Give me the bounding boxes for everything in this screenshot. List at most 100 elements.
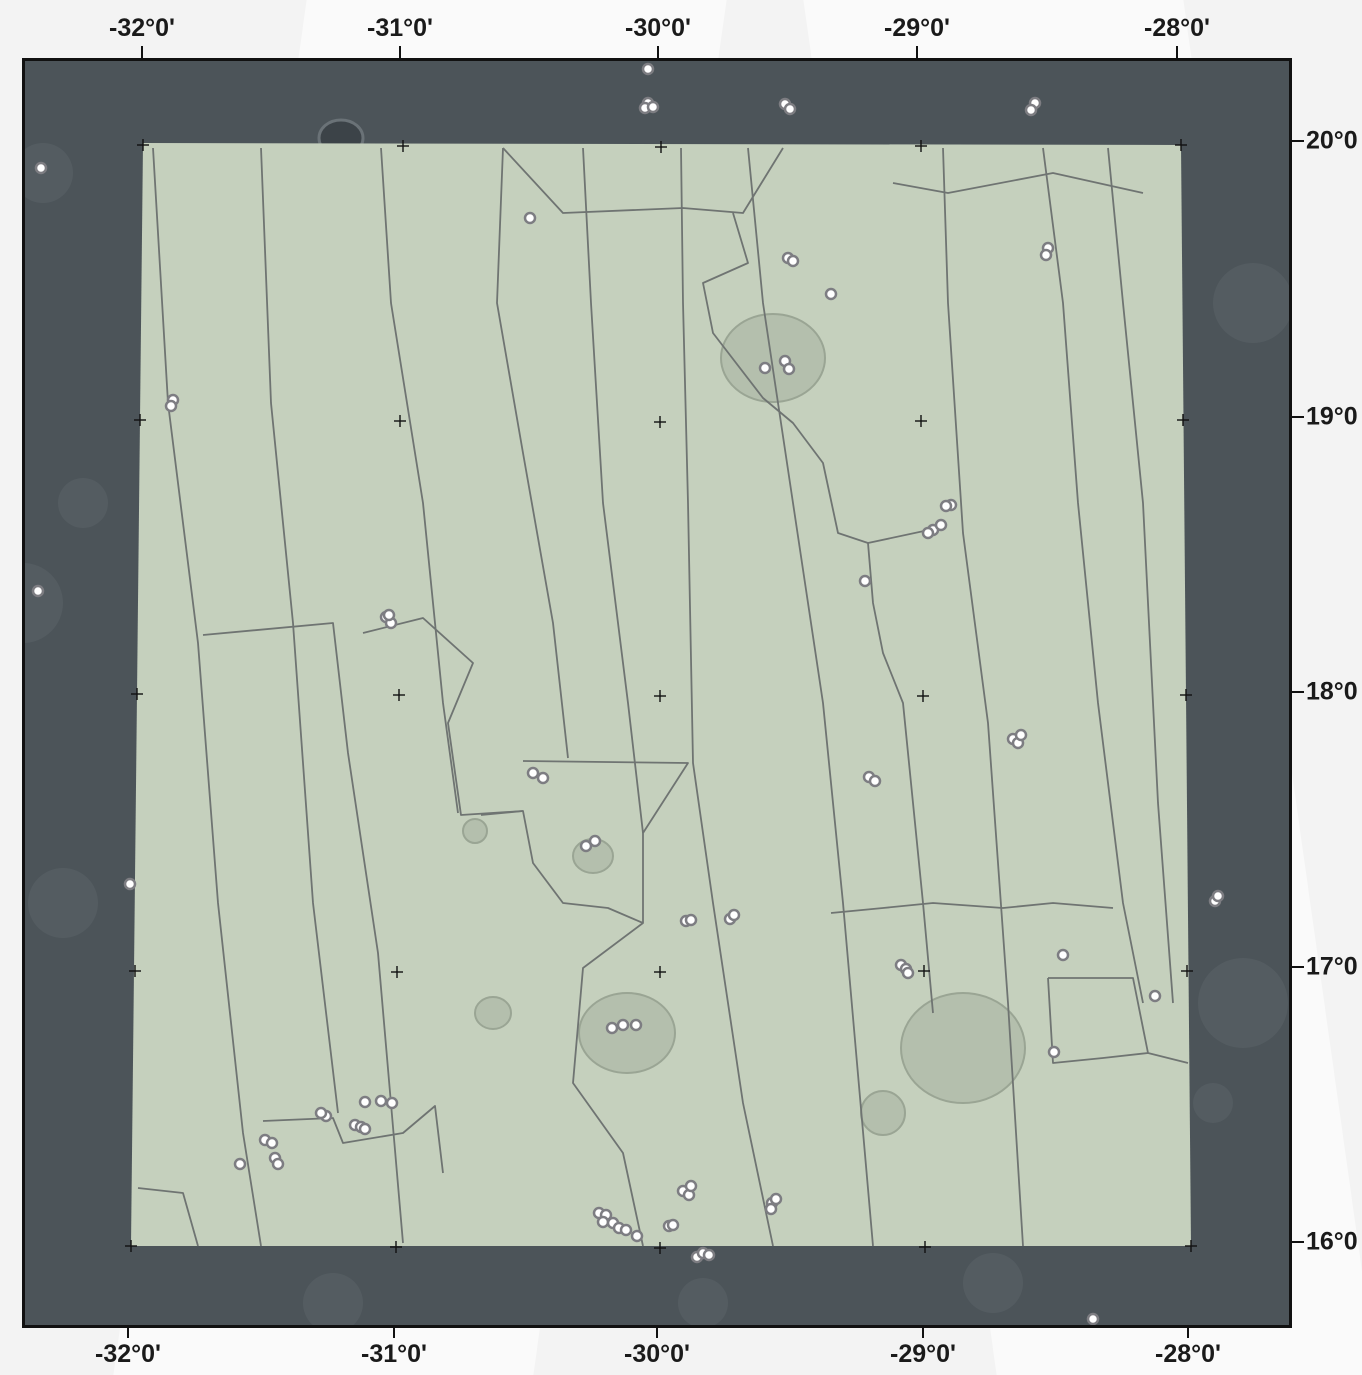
footprint-boundary-line	[582, 147, 644, 834]
observation-point	[265, 1136, 279, 1150]
right-latitude-label: 20°0	[1306, 126, 1358, 155]
observation-point	[523, 211, 537, 225]
footprint-boundary-line	[830, 902, 1114, 914]
observation-point	[164, 399, 178, 413]
footprint-boundary-line	[747, 147, 874, 1247]
observation-point	[382, 608, 396, 622]
terrain-texture	[25, 563, 63, 643]
footprint-boundary-line	[202, 622, 404, 1244]
observation-point	[641, 62, 655, 76]
bottom-tick	[127, 1328, 129, 1338]
crater	[860, 1090, 906, 1136]
terrain-texture	[963, 1253, 1023, 1313]
footprint-boundary-line	[496, 147, 569, 759]
observation-point	[1148, 989, 1162, 1003]
bottom-tick	[1187, 1328, 1189, 1338]
observation-point	[1047, 1045, 1061, 1059]
top-longitude-label: -32°0'	[109, 14, 175, 42]
bottom-longitude-label: -32°0'	[95, 1340, 161, 1368]
observation-point	[758, 361, 772, 375]
right-latitude-label: 17°0	[1306, 952, 1358, 981]
observation-point	[616, 1018, 630, 1032]
observation-point	[1056, 948, 1070, 962]
top-longitude-label: -28°0'	[1144, 14, 1210, 42]
observation-point	[385, 1096, 399, 1110]
observation-point	[1039, 248, 1053, 262]
footprint-boundary-line	[522, 760, 689, 1247]
observation-point	[702, 1248, 716, 1262]
observation-point	[596, 1215, 610, 1229]
observation-point	[786, 254, 800, 268]
observation-point	[526, 766, 540, 780]
right-tick	[1292, 691, 1304, 693]
observation-point	[684, 913, 698, 927]
observation-point	[921, 526, 935, 540]
observation-point	[1086, 1312, 1100, 1325]
observation-point	[34, 161, 48, 175]
top-tick	[399, 46, 401, 58]
right-latitude-label: 16°0	[1306, 1227, 1358, 1256]
observation-point	[868, 774, 882, 788]
terrain-texture	[58, 478, 108, 528]
bottom-longitude-label: -30°0'	[624, 1340, 690, 1368]
observation-point	[31, 584, 45, 598]
observation-point	[727, 908, 741, 922]
right-latitude-label: 19°0	[1306, 402, 1358, 431]
footprint-boundary-line	[152, 147, 262, 1247]
observation-point	[588, 834, 602, 848]
observation-point	[579, 839, 593, 853]
observation-point	[824, 287, 838, 301]
terrain-texture	[303, 1273, 363, 1325]
observation-points	[31, 62, 1225, 1325]
footprint-boundary-line	[1047, 977, 1149, 1064]
observation-point	[1014, 728, 1028, 742]
footprint-boundary-line	[942, 147, 1024, 1247]
footprint-boundary-line	[362, 617, 524, 816]
observation-point	[271, 1157, 285, 1171]
observation-point	[358, 1122, 372, 1136]
crater	[462, 818, 488, 844]
crater	[900, 992, 1026, 1104]
observation-point	[783, 102, 797, 116]
terrain-texture	[1193, 1083, 1233, 1123]
top-tick	[141, 46, 143, 58]
footprint-boundary-line	[1042, 147, 1144, 1004]
bottom-tick	[656, 1328, 658, 1338]
bottom-tick	[922, 1328, 924, 1338]
crater	[474, 996, 512, 1030]
top-tick	[916, 46, 918, 58]
crater	[578, 992, 676, 1074]
right-tick	[1292, 1241, 1304, 1243]
observation-point	[646, 100, 660, 114]
right-tick	[1292, 140, 1304, 142]
crater	[720, 313, 826, 403]
footprint-boundary-line	[702, 212, 939, 544]
observation-point	[769, 1192, 783, 1206]
observation-point	[764, 1202, 778, 1216]
top-longitude-label: -29°0'	[884, 14, 950, 42]
observation-point	[1211, 889, 1225, 903]
map-canvas[interactable]	[25, 61, 1292, 1328]
observation-point	[629, 1018, 643, 1032]
top-longitude-label: -30°0'	[625, 14, 691, 42]
observation-point	[314, 1106, 328, 1120]
map-frame[interactable]	[22, 58, 1292, 1328]
terrain-texture	[28, 868, 98, 938]
top-tick	[657, 46, 659, 58]
footprint-boundary-line	[380, 147, 459, 814]
terrain-texture	[678, 1278, 728, 1325]
observation-point	[123, 877, 137, 891]
footprint-boundary-line	[260, 147, 339, 1114]
right-tick	[1292, 966, 1304, 968]
observation-point	[358, 1095, 372, 1109]
bottom-tick	[393, 1328, 395, 1338]
bottom-longitude-label: -28°0'	[1155, 1340, 1221, 1368]
footprint-boundary-line	[1107, 147, 1174, 1004]
bottom-longitude-label: -31°0'	[361, 1340, 427, 1368]
right-latitude-label: 18°0	[1306, 677, 1358, 706]
footprint-boundary-line	[480, 810, 644, 924]
footprint-boundary-line	[680, 147, 774, 1247]
footprint-boundary-line	[137, 1187, 199, 1247]
observation-point	[934, 518, 948, 532]
observation-point	[782, 362, 796, 376]
